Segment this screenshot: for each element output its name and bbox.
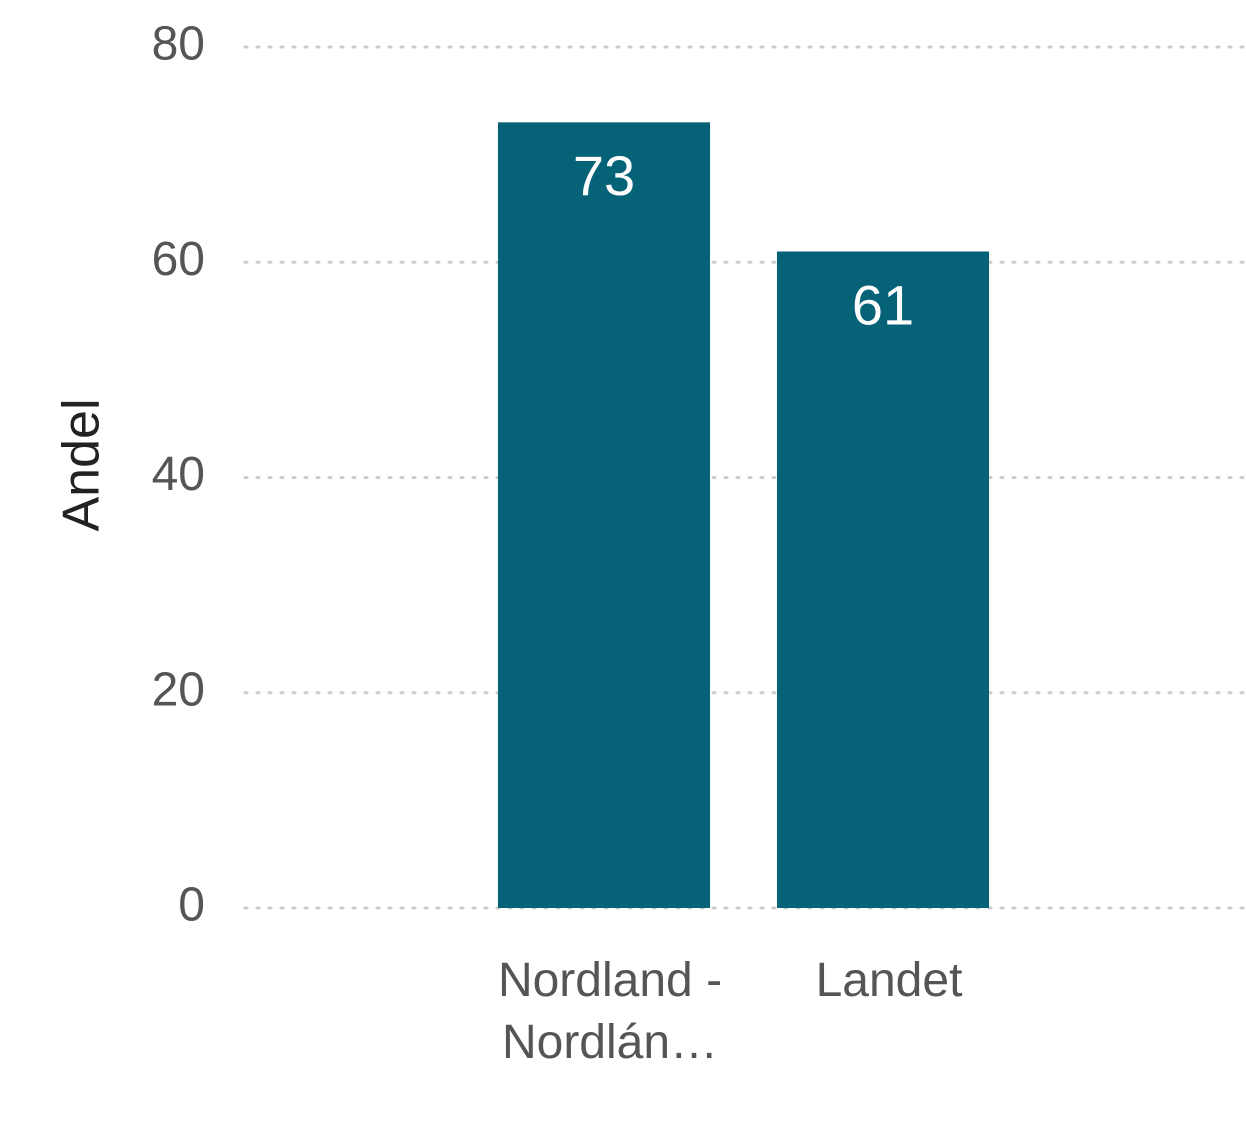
- bar: [776, 251, 990, 909]
- y-tick-label: 0: [178, 879, 205, 932]
- x-tick-label: Landet: [815, 954, 963, 1007]
- value-label: 61: [852, 273, 914, 336]
- x-tick-label: Nordland - Nordlán…: [497, 954, 723, 1069]
- y-tick-label: 80: [152, 18, 205, 71]
- y-tick-label: 40: [152, 448, 205, 501]
- y-axis-title: Andel: [53, 399, 111, 532]
- y-tick-label: 20: [152, 663, 205, 716]
- bar: [497, 122, 711, 908]
- value-label: 73: [573, 144, 635, 207]
- y-tick-label: 60: [152, 233, 205, 286]
